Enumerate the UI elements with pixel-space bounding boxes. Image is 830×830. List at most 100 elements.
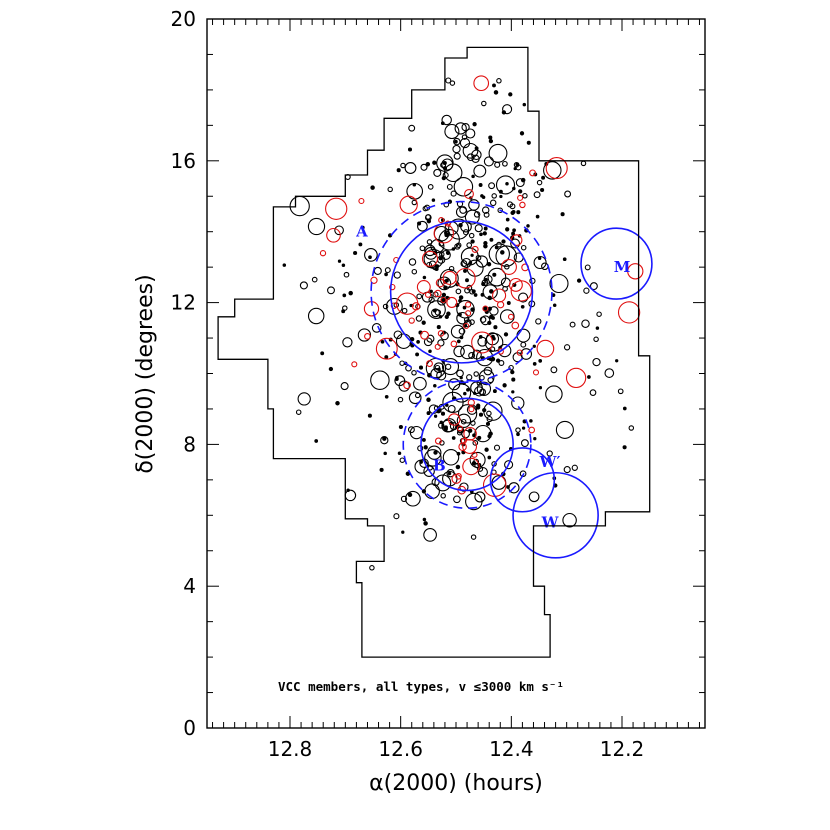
galaxy-point	[328, 366, 334, 372]
galaxy-point	[476, 403, 481, 408]
x-axis-label: α(2000) (hours)	[369, 771, 543, 796]
galaxy-point	[485, 421, 491, 426]
region-label: W′	[539, 453, 561, 471]
galaxy-point	[488, 143, 508, 163]
galaxy-point	[552, 303, 557, 307]
galaxy-point	[478, 335, 483, 339]
galaxy-point	[569, 321, 576, 328]
galaxy-point	[533, 437, 537, 441]
galaxy-point	[416, 340, 420, 344]
galaxy-point	[487, 433, 492, 439]
galaxy-point	[397, 451, 402, 456]
galaxy-point	[483, 226, 488, 231]
galaxy-point	[487, 455, 492, 460]
galaxy-point	[445, 363, 452, 370]
galaxy-point	[463, 319, 472, 328]
galaxy-point	[469, 289, 475, 295]
galaxy-point	[449, 80, 456, 86]
galaxy-point	[455, 288, 462, 295]
galaxy-point	[422, 517, 427, 522]
galaxy-point-red	[434, 437, 442, 445]
galaxy-point	[429, 289, 433, 294]
galaxy-point	[538, 386, 543, 390]
galaxy-point	[473, 211, 481, 218]
galaxy-point	[502, 104, 513, 115]
galaxy-point	[450, 324, 465, 339]
galaxy-point	[488, 138, 494, 144]
galaxy-point	[422, 275, 427, 280]
galaxy-point	[382, 303, 389, 310]
galaxy-point	[415, 352, 420, 357]
galaxy-point	[471, 174, 475, 179]
galaxy-point	[431, 198, 436, 202]
galaxy-point	[427, 300, 446, 319]
galaxy-point	[342, 337, 353, 348]
galaxy-point	[439, 420, 444, 425]
galaxy-point	[433, 362, 445, 374]
galaxy-point	[423, 528, 437, 542]
galaxy-point	[520, 304, 525, 309]
galaxy-point	[493, 444, 501, 451]
galaxy-point-red	[421, 250, 439, 267]
galaxy-point	[453, 177, 474, 197]
y-tick-label: 8	[183, 432, 196, 456]
galaxy-point	[502, 285, 508, 292]
galaxy-point	[399, 360, 405, 366]
galaxy-point	[622, 406, 627, 411]
galaxy-point-red	[617, 301, 641, 324]
annotation: VCC members, all types, v ≤3000 km s⁻¹	[278, 679, 564, 694]
region-label: W	[541, 513, 560, 531]
galaxy-point	[628, 425, 635, 431]
galaxy-point	[423, 337, 433, 347]
galaxy-point	[526, 140, 531, 145]
galaxy-point	[445, 250, 451, 255]
galaxy-point	[384, 267, 391, 274]
galaxy-point	[571, 464, 578, 471]
galaxy-point-red	[471, 451, 478, 458]
galaxy-point-red	[420, 330, 430, 340]
galaxy-point	[430, 239, 445, 254]
galaxy-point	[434, 474, 452, 492]
galaxy-point	[520, 341, 527, 348]
galaxy-point	[445, 77, 452, 84]
galaxy-point	[421, 437, 426, 442]
galaxy-point	[487, 306, 492, 311]
galaxy-point	[468, 428, 473, 433]
galaxy-point-red	[501, 259, 517, 275]
galaxy-point	[471, 349, 482, 360]
galaxy-point	[516, 210, 521, 215]
galaxy-point	[474, 491, 486, 503]
galaxy-point	[397, 396, 404, 403]
region-label: M	[614, 258, 631, 276]
galaxy-point	[395, 333, 412, 349]
galaxy-point	[440, 493, 446, 499]
galaxy-point	[357, 328, 372, 342]
galaxy-point	[408, 258, 417, 266]
galaxy-point-red	[516, 349, 523, 356]
galaxy-point	[453, 495, 461, 504]
galaxy-point	[521, 426, 526, 430]
galaxy-point	[592, 357, 601, 367]
galaxy-point	[436, 370, 447, 381]
galaxy-point	[468, 199, 480, 211]
galaxy-point	[407, 147, 413, 152]
galaxy-point	[387, 186, 393, 193]
galaxy-point	[425, 214, 431, 220]
galaxy-point	[506, 301, 511, 305]
galaxy-point	[510, 369, 515, 375]
galaxy-point	[511, 390, 515, 394]
galaxy-point	[473, 164, 487, 178]
galaxy-point	[492, 83, 496, 88]
galaxy-point	[373, 266, 382, 275]
galaxy-point	[427, 445, 442, 460]
galaxy-point	[491, 193, 497, 199]
galaxy-point	[413, 376, 427, 391]
galaxy-point-red	[370, 276, 378, 284]
galaxy-point	[454, 122, 467, 135]
galaxy-point	[535, 214, 540, 219]
galaxy-point	[458, 327, 466, 335]
galaxy-point	[444, 123, 460, 140]
galaxy-point	[505, 227, 510, 232]
galaxy-point	[483, 156, 494, 167]
